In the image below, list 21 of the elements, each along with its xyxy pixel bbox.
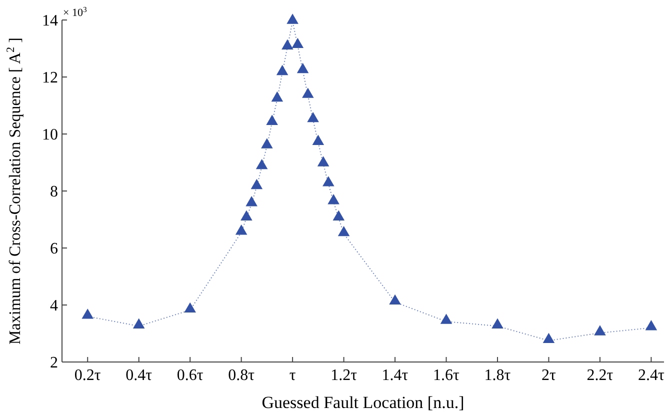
x-tick-label: τ <box>289 367 296 384</box>
y-tick-label: 12 <box>42 70 58 87</box>
x-tick-label: 0.6τ <box>176 367 204 384</box>
x-tick-label: 1.4τ <box>382 367 409 384</box>
y-tick-label: 4 <box>50 298 58 315</box>
y-tick-label: 2 <box>50 354 58 372</box>
x-tick-label: 2.4τ <box>638 367 665 384</box>
x-tick-label: 0.4τ <box>126 367 153 384</box>
y-tick-label: 10 <box>42 126 58 144</box>
x-tick-label: 2τ <box>542 367 557 384</box>
x-axis-title: Guessed Fault Location [n.u.] <box>262 393 464 412</box>
x-tick-label: 1.8τ <box>484 367 512 384</box>
y-tick-label: 14 <box>42 12 58 30</box>
x-tick-label: 0.2τ <box>74 367 102 384</box>
text: × 10$^{3}$ <box>63 4 87 19</box>
y-tick-label: 8 <box>50 184 58 201</box>
x-tick-label: 1.2τ <box>330 367 358 384</box>
y-tick-label: 6 <box>50 240 58 258</box>
x-tick-label: 0.8τ <box>228 367 256 384</box>
x-tick-label: 2.2τ <box>586 367 614 384</box>
x-tick-label: 1.6τ <box>433 367 460 384</box>
